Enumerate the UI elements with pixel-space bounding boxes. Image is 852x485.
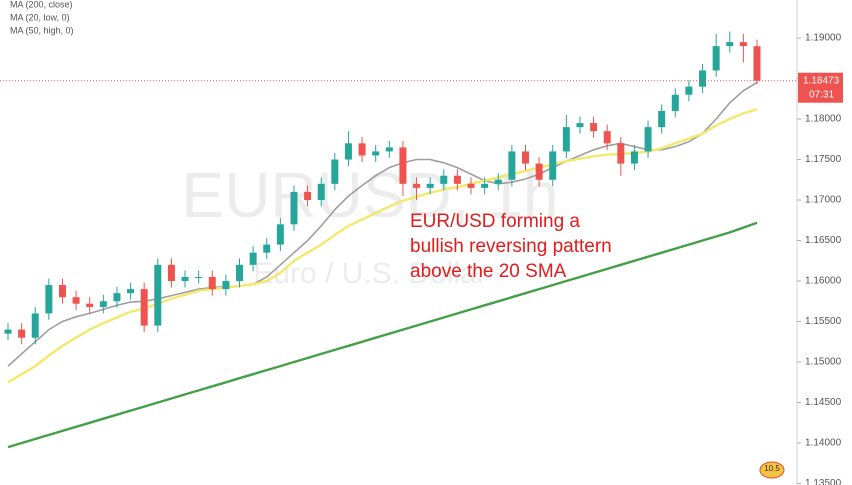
candle-body — [18, 329, 26, 338]
candle-body — [644, 127, 652, 152]
moving-average-line — [7, 221, 758, 449]
y-tick-label: 1.14500 — [805, 397, 842, 408]
candle-body — [276, 224, 284, 245]
candle-body — [331, 159, 339, 184]
candle-body — [521, 151, 529, 164]
candle-body — [671, 94, 679, 111]
y-tick-label: 1.19500 — [805, 0, 842, 3]
candle-body — [4, 329, 12, 334]
watermark-symbol: EURUSD, 1h — [182, 159, 559, 231]
badge-icon — [759, 461, 785, 479]
candle-body — [58, 285, 66, 298]
candle-body — [249, 252, 257, 265]
candle-body — [290, 191, 298, 225]
y-tick-label: 1.14000 — [805, 438, 842, 449]
candle-body — [562, 127, 570, 152]
price-tag — [798, 72, 843, 103]
y-tick-label: 1.19000 — [805, 33, 842, 44]
candle-body — [181, 276, 189, 282]
y-tick-label: 1.15000 — [805, 357, 842, 368]
price-tag-countdown: 07:31 — [809, 89, 834, 100]
candle-body — [453, 175, 461, 184]
y-tick-label: 1.13500 — [805, 478, 842, 485]
candle-body — [372, 151, 380, 156]
candle-body — [685, 86, 693, 95]
candle-body — [576, 123, 584, 128]
candle-body — [467, 183, 475, 188]
legend-entry: MA (20, low, 0) — [10, 12, 70, 22]
candle-body — [317, 183, 325, 201]
candle-body — [712, 46, 720, 71]
annotation-line: EUR/USD forming a — [410, 211, 580, 232]
candle-body — [726, 42, 734, 47]
candle-body — [426, 183, 434, 188]
candle-body — [263, 244, 271, 253]
price-tag-value: 1.18473 — [803, 75, 840, 86]
candle-body — [344, 143, 352, 160]
candle-body — [385, 147, 393, 152]
candle-body — [658, 110, 666, 128]
candle-body — [440, 175, 448, 184]
badge-label: 10.5 — [764, 464, 780, 473]
candle-body — [630, 151, 638, 164]
moving-average-line — [7, 81, 758, 367]
candle-body — [617, 143, 625, 164]
candle-body — [99, 301, 107, 307]
candle-body — [222, 281, 230, 290]
candle-body — [481, 183, 489, 188]
candle-body — [753, 46, 761, 81]
y-tick-label: 1.15500 — [805, 316, 842, 327]
candle-body — [549, 151, 557, 180]
candle-body — [494, 179, 502, 184]
candle-body — [739, 42, 747, 47]
y-tick-label: 1.16000 — [805, 276, 842, 287]
candle-body — [236, 264, 244, 282]
candle-body — [358, 143, 366, 156]
candle-body — [72, 297, 80, 304]
annotation-line: bullish reversing pattern — [410, 236, 612, 257]
legend: MA (200, close) MA (20, low, 0) MA (50, hi… — [10, 0, 74, 35]
candle-body — [127, 289, 135, 294]
y-tick-label: 1.17500 — [805, 154, 842, 165]
candle-body — [304, 191, 312, 201]
candle-body — [86, 303, 94, 307]
candle-body — [590, 123, 598, 132]
candle-body — [399, 147, 407, 184]
candle-body — [699, 70, 707, 87]
candle-body — [535, 163, 543, 180]
candle-body — [31, 313, 39, 338]
candle-body — [167, 264, 175, 282]
legend-entry: MA (200, close) — [10, 0, 73, 9]
candle-body — [508, 151, 516, 180]
candle-body — [208, 276, 216, 290]
legend-entry: MA (50, high, 0) — [10, 25, 74, 35]
candle-body — [113, 293, 121, 302]
y-tick-label: 1.17000 — [805, 195, 842, 206]
annotation-line: above the 20 SMA — [410, 261, 567, 282]
candle-body — [195, 276, 203, 278]
candle-body — [603, 131, 611, 144]
candle-body — [45, 285, 53, 314]
candle-body — [154, 264, 162, 326]
y-tick-label: 1.16500 — [805, 235, 842, 246]
y-tick-label: 1.18000 — [805, 114, 842, 125]
candle-body — [140, 289, 148, 326]
candle-body — [413, 183, 421, 188]
